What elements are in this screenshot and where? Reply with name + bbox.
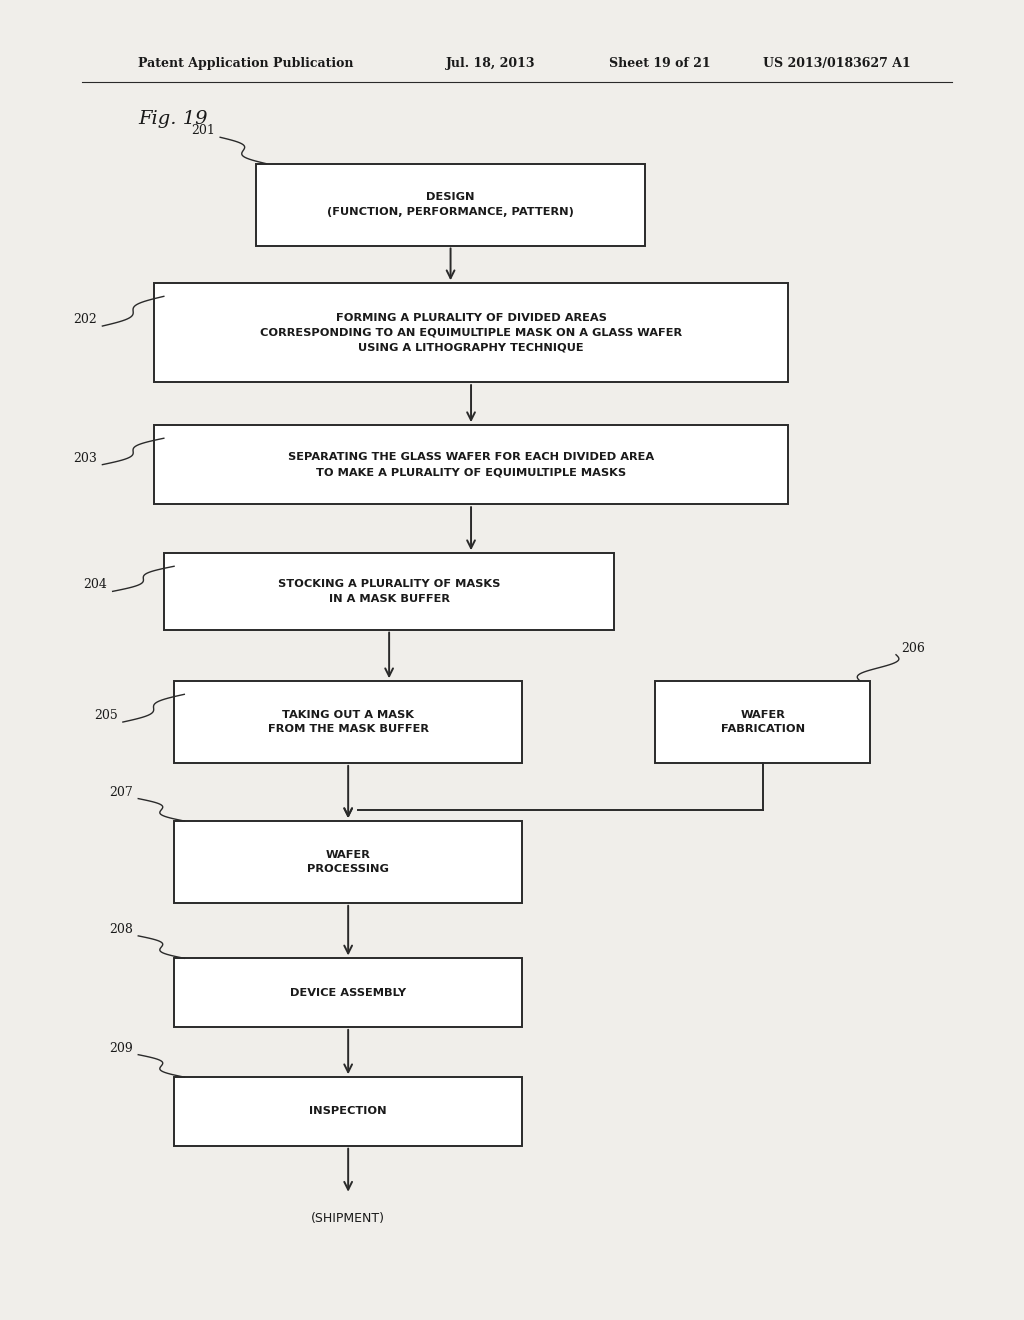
- Text: TAKING OUT A MASK
FROM THE MASK BUFFER: TAKING OUT A MASK FROM THE MASK BUFFER: [267, 710, 429, 734]
- Text: Jul. 18, 2013: Jul. 18, 2013: [445, 57, 535, 70]
- Text: 204: 204: [84, 578, 108, 591]
- Text: STOCKING A PLURALITY OF MASKS
IN A MASK BUFFER: STOCKING A PLURALITY OF MASKS IN A MASK …: [278, 579, 501, 603]
- Bar: [174, 1077, 522, 1146]
- Bar: [154, 284, 788, 383]
- Bar: [164, 553, 614, 630]
- Bar: [174, 681, 522, 763]
- Text: US 2013/0183627 A1: US 2013/0183627 A1: [763, 57, 910, 70]
- Text: Sheet 19 of 21: Sheet 19 of 21: [609, 57, 711, 70]
- Text: Patent Application Publication: Patent Application Publication: [138, 57, 353, 70]
- Bar: [174, 958, 522, 1027]
- Text: 205: 205: [94, 709, 118, 722]
- Text: 203: 203: [74, 451, 97, 465]
- Text: Fig. 19: Fig. 19: [138, 110, 208, 128]
- Text: (SHIPMENT): (SHIPMENT): [311, 1212, 385, 1225]
- Text: DEVICE ASSEMBLY: DEVICE ASSEMBLY: [290, 987, 407, 998]
- Text: 207: 207: [110, 785, 133, 799]
- Bar: [256, 164, 645, 246]
- Text: INSPECTION: INSPECTION: [309, 1106, 387, 1117]
- Text: 202: 202: [74, 313, 97, 326]
- Text: WAFER
PROCESSING: WAFER PROCESSING: [307, 850, 389, 874]
- Text: 209: 209: [110, 1041, 133, 1055]
- Text: SEPARATING THE GLASS WAFER FOR EACH DIVIDED AREA
TO MAKE A PLURALITY OF EQUIMULT: SEPARATING THE GLASS WAFER FOR EACH DIVI…: [288, 453, 654, 477]
- Text: DESIGN
(FUNCTION, PERFORMANCE, PATTERN): DESIGN (FUNCTION, PERFORMANCE, PATTERN): [327, 193, 574, 216]
- Bar: [655, 681, 870, 763]
- Bar: [154, 425, 788, 504]
- Text: 208: 208: [110, 923, 133, 936]
- Text: WAFER
FABRICATION: WAFER FABRICATION: [721, 710, 805, 734]
- Text: FORMING A PLURALITY OF DIVIDED AREAS
CORRESPONDING TO AN EQUIMULTIPLE MASK ON A : FORMING A PLURALITY OF DIVIDED AREAS COR…: [260, 313, 682, 352]
- Text: 206: 206: [901, 642, 925, 655]
- Bar: [174, 821, 522, 903]
- Text: 201: 201: [191, 124, 215, 137]
